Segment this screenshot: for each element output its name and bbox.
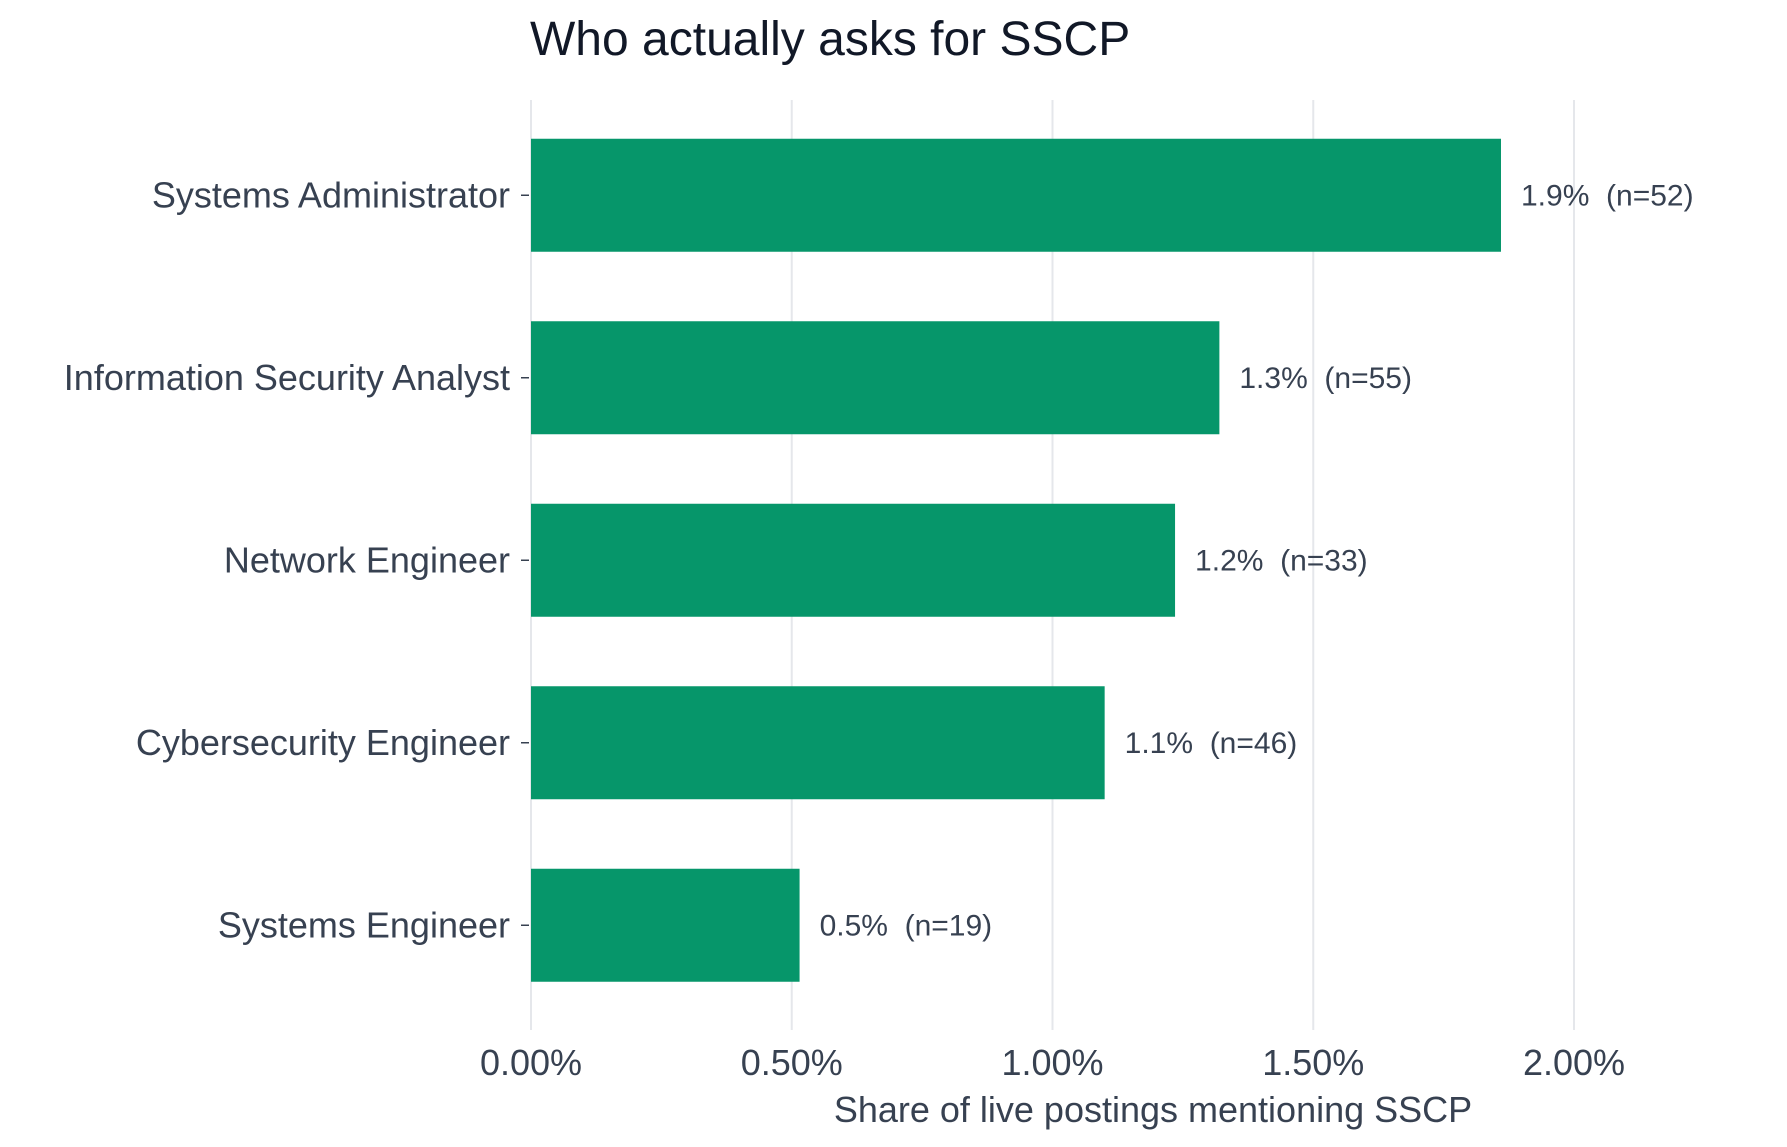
category-label: Cybersecurity Engineer — [136, 722, 510, 763]
data-label: 1.1% (n=46) — [1125, 727, 1298, 760]
data-label: 1.3% (n=55) — [1239, 362, 1412, 395]
bar — [531, 868, 800, 982]
bar — [531, 503, 1176, 617]
bar — [531, 321, 1220, 435]
x-tick-label: 0.50% — [741, 1042, 843, 1083]
category-label: Information Security Analyst — [64, 357, 510, 398]
x-tick-labels: 0.00% 0.50% 1.00% 1.50% 2.00% — [480, 1042, 1625, 1083]
bar — [531, 138, 1501, 252]
x-axis-title: Share of live postings mentioning SSCP — [834, 1089, 1472, 1130]
bar — [531, 686, 1105, 800]
category-label: Network Engineer — [224, 539, 510, 580]
data-label: 1.9% (n=52) — [1521, 179, 1694, 212]
category-label: Systems Administrator — [152, 174, 510, 215]
value-labels: 1.9% (n=52) 1.3% (n=55) 1.2% (n=33) 1.1% (n… — [820, 179, 1694, 942]
category-labels: Systems Administrator Information Securit… — [64, 174, 529, 945]
data-label: 0.5% (n=19) — [820, 909, 993, 942]
chart-title: Who actually asks for SSCP — [530, 13, 1130, 66]
category-label: Systems Engineer — [218, 904, 510, 945]
x-tick-label: 1.00% — [1001, 1042, 1103, 1083]
x-tick-label: 0.00% — [480, 1042, 582, 1083]
x-tick-label: 1.50% — [1262, 1042, 1364, 1083]
data-label: 1.2% (n=33) — [1195, 544, 1368, 577]
bars — [531, 138, 1501, 982]
x-tick-label: 2.00% — [1523, 1042, 1625, 1083]
